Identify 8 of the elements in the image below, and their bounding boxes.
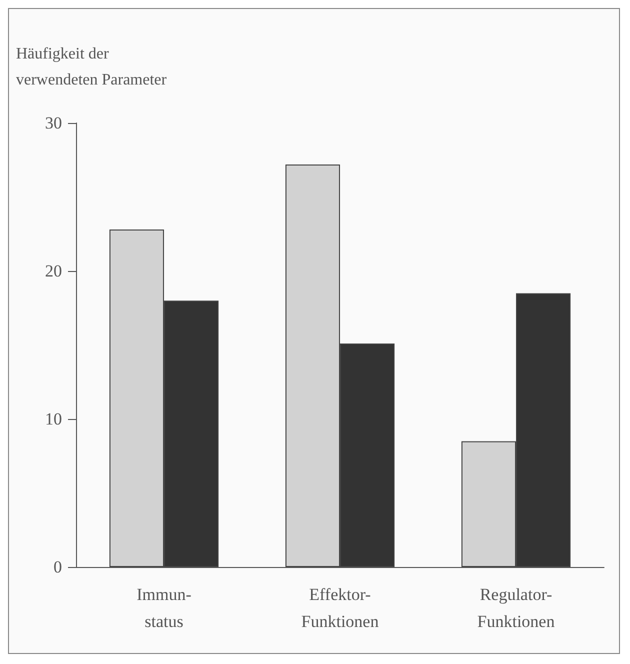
- y-tick-label: 10: [45, 410, 62, 428]
- x-tick-label: Effektor- Funktionen: [301, 585, 380, 631]
- y-tick-label: 30: [45, 114, 62, 132]
- y-tick-label: 20: [45, 262, 62, 280]
- y-axis-title: Häufigkeit der verwendeten Parameter: [16, 46, 168, 88]
- x-tick-label: Immun- status: [136, 585, 192, 631]
- y-tick-label: 0: [54, 558, 62, 576]
- x-tick-label: Regulator- Funktionen: [477, 585, 556, 631]
